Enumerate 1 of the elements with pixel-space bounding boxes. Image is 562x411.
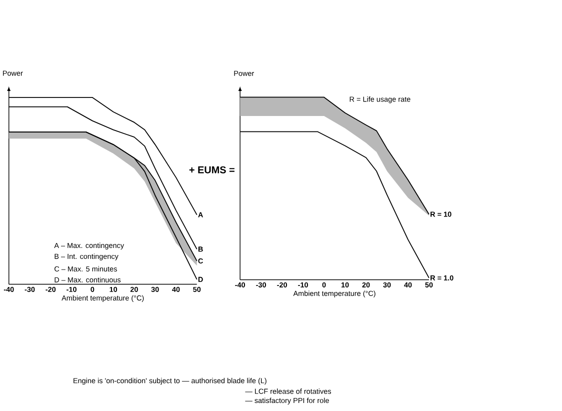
annotation: + EUMS =: [189, 166, 234, 174]
